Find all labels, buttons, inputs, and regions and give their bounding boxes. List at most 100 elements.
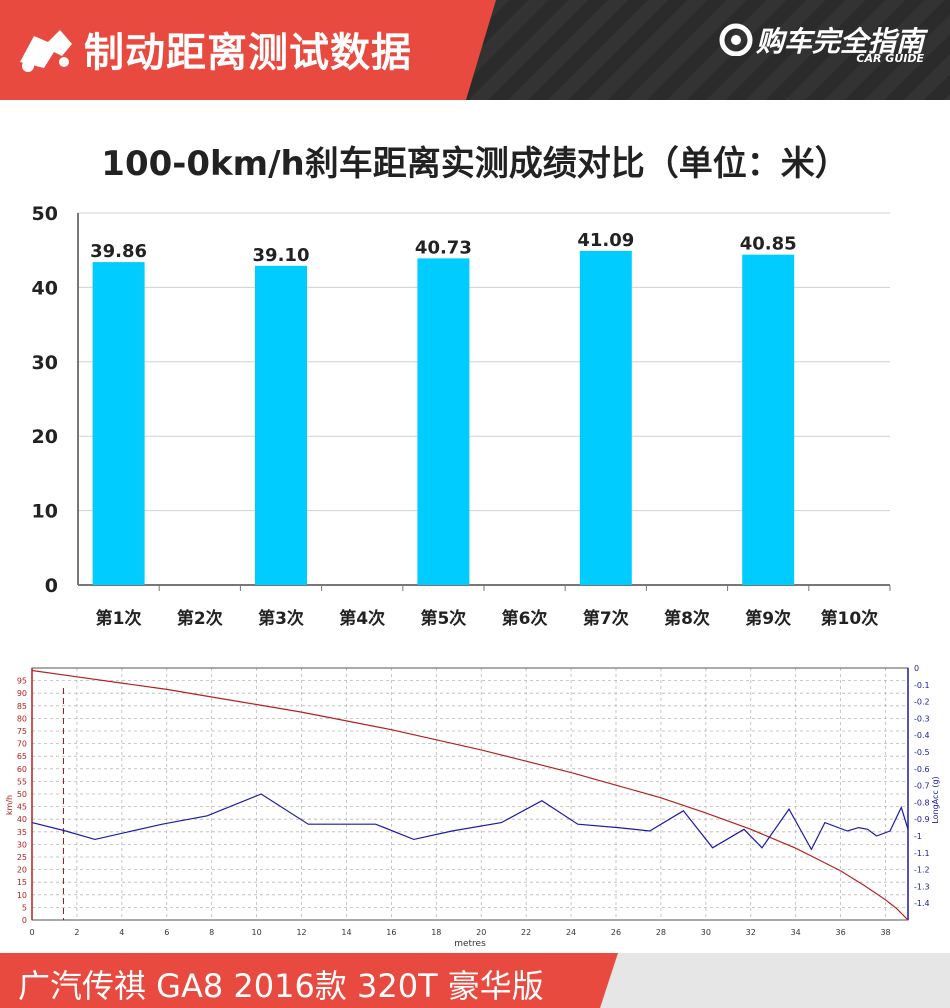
y-left-axis-label: km/h: [5, 795, 14, 815]
bar-x-tick-label: 第3次: [258, 608, 304, 629]
line-y-left-tick-label: 40: [17, 815, 27, 824]
line-x-tick-label: 34: [791, 928, 801, 937]
line-x-ticks: 0 2 4 6 8 10 12 14 16 18 20 22 24 26 28 30 32 34 36 38: [29, 928, 890, 937]
bar-y-ticks: 0 10 20 30 40 50: [32, 203, 58, 597]
header-stripes: [430, 0, 950, 100]
line-y-left-tick-label: 45: [17, 803, 27, 812]
bar: [417, 258, 470, 585]
bar: [255, 265, 307, 585]
acceleration-series-line: [31, 793, 909, 851]
bar-y-tick-label: 20: [32, 426, 58, 448]
line-y-right-tick-label: -0.5: [914, 748, 930, 757]
line-x-tick-label: 20: [476, 928, 486, 937]
line-x-tick-label: 22: [521, 928, 531, 937]
bar-data-label: 39.10: [253, 245, 310, 266]
header-title: 制动距离测试数据: [84, 30, 412, 76]
bar-y-tick-label: 0: [45, 575, 58, 597]
logo-sub-text: CAR GUIDE: [856, 52, 924, 65]
line-y-left-tick-label: 10: [17, 891, 27, 900]
bar-x-tick-label: 第8次: [664, 608, 710, 629]
line-x-tick-label: 38: [880, 928, 890, 937]
line-y-right-tick-label: -0.7: [914, 782, 930, 791]
line-x-tick-label: 28: [656, 928, 666, 937]
line-x-tick-label: 12: [296, 928, 306, 937]
bar-x-tick-label: 第10次: [821, 608, 879, 629]
line-y-right-tick-label: -1.3: [914, 882, 930, 891]
line-y-left-tick-label: 60: [17, 765, 27, 774]
bar-y-tick-label: 50: [32, 203, 58, 225]
logo-main-text: 购车完全指南: [756, 25, 925, 58]
line-y-left-tick-label: 20: [17, 866, 27, 875]
line-x-tick-label: 8: [209, 928, 214, 937]
line-x-tick-label: 2: [74, 928, 79, 937]
line-y-left-tick-label: 75: [17, 727, 27, 736]
line-y-left-tick-label: 5: [22, 903, 27, 912]
line-y-left-tick-label: 0: [22, 916, 27, 925]
brand-logo: 购车完全指南 CAR GUIDE: [718, 20, 928, 80]
crash-car-icon: [20, 30, 72, 72]
line-y-left-tick-label: 95: [17, 677, 27, 686]
line-x-tick-label: 10: [252, 928, 262, 937]
bar-x-tick-label: 第4次: [339, 608, 385, 629]
line-y-left-tick-label: 30: [17, 840, 27, 849]
bar-x-tick-label: 第1次: [96, 608, 142, 629]
bar-x-tick-label: 第2次: [177, 608, 223, 629]
line-x-tick-label: 6: [164, 928, 169, 937]
line-series: [31, 669, 909, 921]
line-x-tick-label: 24: [566, 928, 576, 937]
bar-data-label: 39.86: [90, 241, 147, 262]
bar-y-tick-label: 40: [32, 277, 58, 299]
bar-x-ticks: 第1次 第2次 第3次 第4次 第5次 第6次 第7次 第8次 第9次 第10次: [96, 608, 879, 629]
line-y-right-tick-label: -0.1: [914, 681, 930, 690]
line-y-left-ticks: 0 5 10 15 20 25 30 35 40 45 50 55 60 65 70 75 80 85 90 95: [17, 677, 27, 925]
bar-x-tick-label: 第5次: [420, 608, 466, 629]
y-right-axis-label: LongAcc (g): [931, 776, 940, 823]
bar-chart: 100-0km/h刹车距离实测成绩对比（单位：米） 0 10 20 30 40 50 39…: [32, 144, 891, 629]
line-y-left-tick-label: 80: [17, 714, 27, 723]
line-y-right-tick-label: -0.8: [914, 798, 930, 807]
chart-title: 100-0km/h刹车距离实测成绩对比（单位：米）: [101, 144, 848, 184]
line-y-left-tick-label: 35: [17, 828, 27, 837]
bar-x-tick-label: 第9次: [745, 608, 791, 629]
line-y-left-tick-label: 55: [17, 777, 27, 786]
line-x-tick-label: 30: [701, 928, 711, 937]
line-y-right-tick-label: -1.1: [914, 849, 930, 858]
line-y-right-tick-label: -1: [914, 832, 922, 841]
line-y-left-tick-label: 15: [17, 878, 27, 887]
line-y-right-tick-label: -0.2: [914, 698, 930, 707]
bar-data-labels: 39.86 39.10 40.73 41.09 40.85: [90, 230, 797, 266]
line-y-left-tick-label: 70: [17, 740, 27, 749]
bar: [579, 250, 632, 585]
line-y-left-tick-label: 65: [17, 752, 27, 761]
line-x-tick-label: 36: [836, 928, 846, 937]
bar-y-tick-label: 10: [32, 501, 58, 523]
line-y-left-tick-label: 90: [17, 689, 27, 698]
bar-data-label: 41.09: [577, 230, 634, 251]
line-y-right-ticks: 0 -0.1 -0.2 -0.3 -0.4 -0.5 -0.6 -0.7 -0.8 -0.9 -1 -…: [914, 664, 930, 908]
line-y-right-tick-label: -1.2: [914, 866, 930, 875]
line-x-tick-label: 26: [611, 928, 621, 937]
header-red-panel: [0, 0, 496, 100]
footer-banner: 广汽传祺 GA8 2016款 320T 豪华版: [0, 953, 950, 1008]
line-axes: [31, 667, 909, 921]
line-x-tick-label: 0: [29, 928, 34, 937]
line-y-right-tick-label: -1.4: [914, 899, 930, 908]
bar-series: [92, 250, 795, 585]
line-y-right-tick-label: -0.9: [914, 815, 930, 824]
line-y-right-tick-label: -0.4: [914, 731, 930, 740]
line-y-left-tick-label: 50: [17, 790, 27, 799]
line-x-tick-label: 18: [431, 928, 441, 937]
line-y-left-tick-label: 25: [17, 853, 27, 862]
tire-logo-icon: [719, 23, 753, 56]
line-x-tick-label: 14: [341, 928, 351, 937]
bar-data-label: 40.85: [740, 234, 797, 255]
line-x-tick-label: 16: [386, 928, 396, 937]
line-y-right-tick-label: -0.6: [914, 765, 930, 774]
bar-data-label: 40.73: [415, 237, 472, 258]
line-x-tick-label: 4: [119, 928, 124, 937]
footer-car-model: 广汽传祺 GA8 2016款 320T 豪华版: [18, 967, 544, 1005]
bar: [92, 262, 145, 585]
line-x-tick-label: 32: [746, 928, 756, 937]
bar-y-tick-label: 30: [32, 352, 58, 374]
bar-x-tick-label: 第7次: [583, 608, 629, 629]
